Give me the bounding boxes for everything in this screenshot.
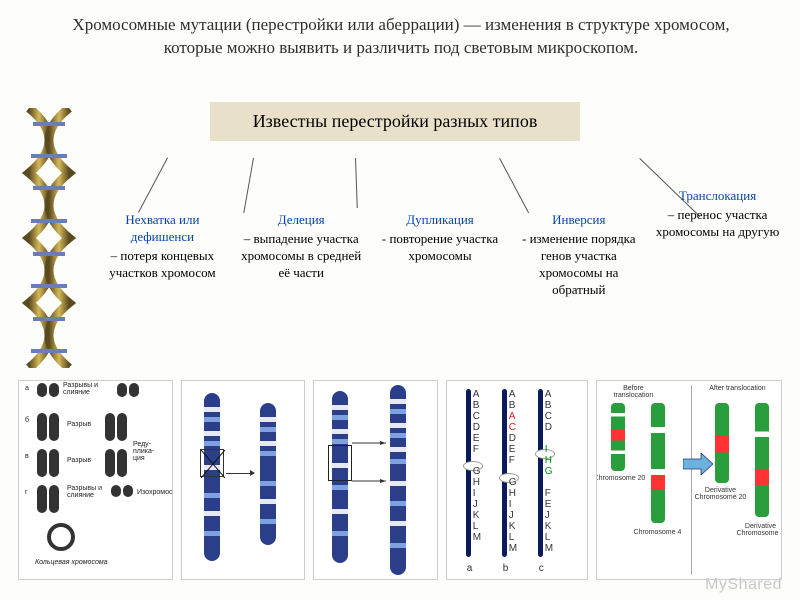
type-inversion: Инверсия - изменение порядка генов участ… [514, 212, 643, 298]
type-def: - повторение участка хромосомы [382, 231, 498, 263]
type-def: - изменение порядка генов участка хромос… [522, 231, 636, 297]
type-duplication: Дупликация - повторение участка хромосом… [376, 212, 505, 298]
main-heading: Хромосомные мутации (перестройки или абе… [52, 14, 750, 60]
figure-deletion [181, 380, 305, 580]
watermark: MyShared [705, 576, 782, 594]
term-link[interactable]: Транслокация [653, 188, 782, 205]
type-def: – потеря концевых участков хромосом [109, 248, 215, 280]
subtitle-box: Известны перестройки разных типов [210, 102, 580, 141]
type-deletion: Делеция – выпадение участка хромосомы в … [237, 212, 366, 298]
type-deficiency: Нехватка или дефишенси – потеря концевых… [98, 212, 227, 298]
mutation-types-row: Нехватка или дефишенси – потеря концевых… [98, 212, 782, 298]
type-translocation: Транслокация – перенос участка хромосомы… [653, 188, 782, 298]
figures-row: а Разрывы и слияние б Разрыв в Разрыв Ре… [18, 380, 782, 580]
term-link[interactable]: Дупликация [376, 212, 505, 229]
term-link[interactable]: Нехватка или дефишенси [98, 212, 227, 246]
dna-helix-illustration [8, 108, 90, 368]
term-link[interactable]: Инверсия [514, 212, 643, 229]
figure-deficiency: а Разрывы и слияние б Разрыв в Разрыв Ре… [18, 380, 173, 580]
type-def: – перенос участка хромосомы на другую [656, 207, 780, 239]
figure-inversion: ABCDEFGHIJKLMaABACDEFGHIJKLMbABCDIHGFEJK… [446, 380, 589, 580]
figure-translocation: Before translocation After translocation… [596, 380, 782, 580]
figure-duplication [313, 380, 437, 580]
type-def: – выпадение участка хромосомы в средней … [241, 231, 361, 280]
term-link[interactable]: Делеция [237, 212, 366, 229]
